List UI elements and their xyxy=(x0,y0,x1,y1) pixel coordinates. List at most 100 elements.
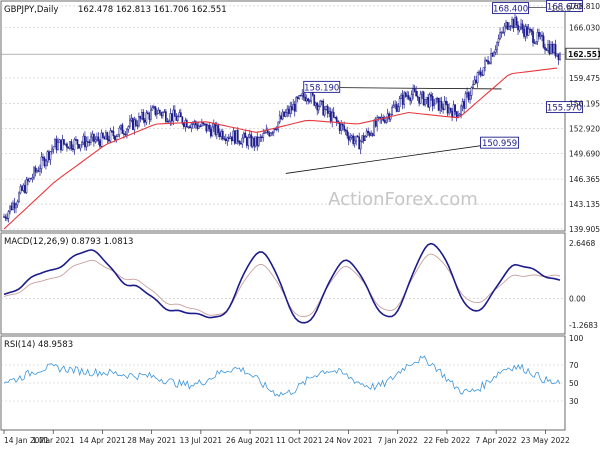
candle-body xyxy=(120,124,122,129)
candle-body xyxy=(150,109,152,120)
candle-body xyxy=(223,138,226,140)
candle-body xyxy=(341,123,344,127)
candle-body xyxy=(30,178,32,180)
price-tag-label: 168.670 xyxy=(547,3,582,13)
candle-body xyxy=(88,141,91,143)
chart-header-ohlc: 162.478 162.813 161.706 162.551 xyxy=(78,5,227,15)
candle-body xyxy=(281,111,284,120)
candle-body xyxy=(392,105,395,108)
candle-body xyxy=(90,136,92,143)
candle-body xyxy=(478,71,480,73)
watermark: ActionForex.com xyxy=(328,189,478,210)
candle-body xyxy=(373,120,376,136)
candle-body xyxy=(292,104,295,111)
candle-body xyxy=(133,119,136,130)
candle-body xyxy=(391,106,394,115)
candle-body xyxy=(551,44,554,53)
candle-body xyxy=(190,123,193,129)
candle-body xyxy=(553,44,555,53)
candle-body xyxy=(188,126,191,129)
candle-body xyxy=(476,72,479,83)
candle-body xyxy=(307,98,310,102)
candle-body xyxy=(197,125,200,129)
price-tick-label: 166.030 xyxy=(569,23,600,32)
candle-body xyxy=(487,60,489,64)
candle-body xyxy=(58,139,61,143)
candle-body xyxy=(296,97,299,99)
candle-body xyxy=(319,100,322,107)
candle-body xyxy=(269,132,272,137)
candle-body xyxy=(427,97,429,108)
candle-body xyxy=(182,123,185,127)
candle-body xyxy=(545,49,548,51)
candle-body xyxy=(191,123,194,126)
time-tick-label: 23 May 2022 xyxy=(521,436,570,445)
candle-body xyxy=(331,111,334,123)
candle-body xyxy=(376,117,379,127)
candle-body xyxy=(136,124,139,127)
candle-body xyxy=(178,112,181,117)
candle-body xyxy=(463,101,465,109)
price-tag-label: 158.190 xyxy=(304,83,339,93)
price-tags: 158.190 150.959 168.400 168.670 155.570 161.8 xyxy=(303,0,583,149)
candle-body xyxy=(39,168,41,172)
candle-body xyxy=(202,122,205,125)
candle-body xyxy=(535,41,537,44)
candle-body xyxy=(467,92,470,100)
time-tick-label: 24 Nov 2021 xyxy=(324,436,372,445)
candle-body xyxy=(226,137,229,142)
candle-body xyxy=(199,125,202,128)
candle-body xyxy=(173,109,176,117)
candle-body xyxy=(482,67,485,76)
candle-body xyxy=(299,95,302,97)
candle-body xyxy=(329,111,332,123)
candle-body xyxy=(521,23,524,30)
candle-body xyxy=(156,113,158,115)
candle-body xyxy=(184,120,187,127)
candle-body xyxy=(457,115,459,118)
candle-body xyxy=(529,28,531,31)
candle-body xyxy=(268,132,271,137)
candle-body xyxy=(475,79,477,83)
candle-body xyxy=(127,126,130,130)
candle-body xyxy=(224,138,227,142)
candle-body xyxy=(160,112,163,116)
candle-body xyxy=(230,136,233,142)
candle-body xyxy=(96,136,98,141)
candle-body xyxy=(61,139,64,151)
candle-body xyxy=(111,130,113,132)
candle-body xyxy=(484,59,486,68)
candle-body xyxy=(187,126,190,128)
candle-body xyxy=(407,95,410,99)
candle-body xyxy=(304,96,307,102)
candle-body xyxy=(401,94,404,105)
candle-body xyxy=(409,98,411,101)
candle-body xyxy=(502,31,504,34)
candle-body xyxy=(112,130,115,137)
candle-body xyxy=(394,104,396,107)
candle-body xyxy=(67,147,70,149)
price-tag-label: 155.570 xyxy=(547,104,582,114)
candle-body xyxy=(238,141,241,144)
candle-body xyxy=(102,132,104,138)
candle-body xyxy=(344,129,347,132)
candle-body xyxy=(54,139,56,148)
candle-body xyxy=(541,34,543,37)
candle-body xyxy=(21,186,23,191)
candle-body xyxy=(139,116,142,119)
chart-header-symbol: GBPJPY,Daily xyxy=(4,5,58,15)
candle-body xyxy=(275,128,278,131)
candle-body xyxy=(203,123,206,125)
candle-body xyxy=(49,151,52,160)
rsi-line xyxy=(3,355,561,398)
candle-body xyxy=(277,121,280,130)
candle-body xyxy=(454,104,456,112)
candle-body xyxy=(488,62,491,65)
candle-body xyxy=(233,130,236,144)
candle-body xyxy=(383,120,386,123)
candle-body xyxy=(239,143,242,145)
candle-body xyxy=(227,137,230,139)
candle-body xyxy=(499,32,501,39)
candle-body xyxy=(466,92,468,94)
